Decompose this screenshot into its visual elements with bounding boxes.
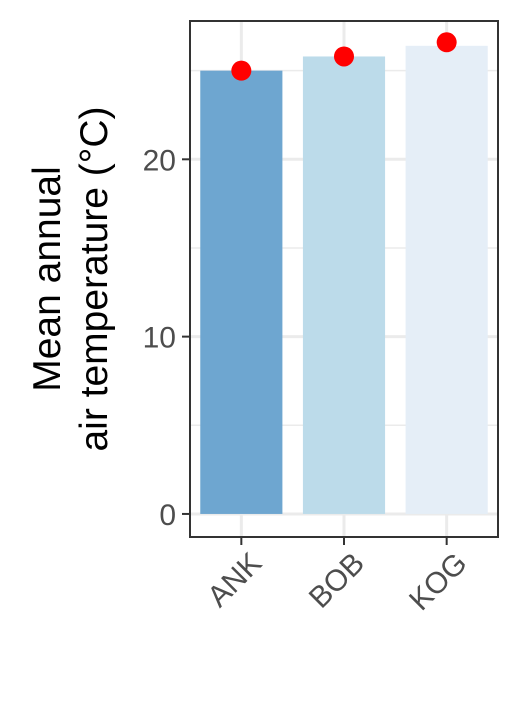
x-tick-label-ank: ANK — [201, 547, 268, 614]
y-tick-label: 0 — [159, 499, 176, 532]
x-tick-label-bob: BOB — [303, 547, 371, 615]
point-kog — [436, 32, 457, 53]
y-tick-label: 10 — [143, 322, 176, 355]
y-tick-label: 20 — [143, 144, 176, 177]
bars — [200, 45, 488, 514]
y-axis: 0 10 20 — [143, 144, 190, 532]
bar-ank — [200, 70, 283, 514]
bar-kog — [405, 45, 488, 514]
x-axis: ANK BOB KOG — [201, 537, 474, 617]
point-bob — [334, 46, 354, 67]
y-axis-title-line-2: air temperature (°C) — [73, 106, 116, 451]
points — [231, 32, 457, 81]
y-axis-title-line-1: Mean annual — [26, 166, 69, 392]
bar-bob — [302, 56, 386, 514]
point-ank — [231, 60, 252, 81]
x-tick-label-kog: KOG — [403, 547, 473, 617]
